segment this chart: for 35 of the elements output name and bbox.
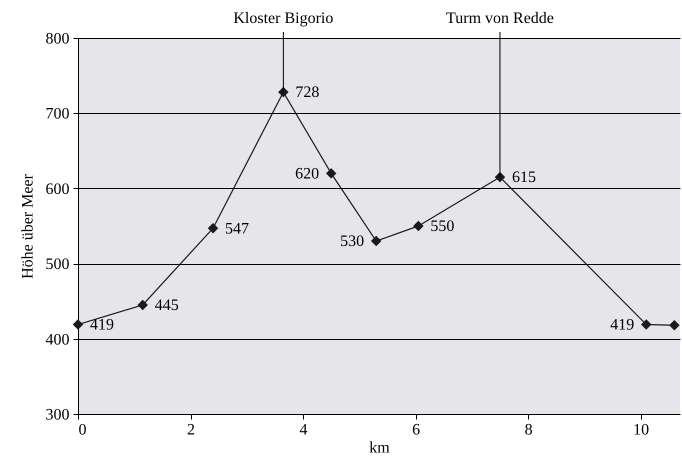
point <box>326 168 336 179</box>
y-tick-label: 300 <box>46 406 70 424</box>
point <box>370 236 382 246</box>
annotation: Kloster Bigorio <box>233 10 334 27</box>
x-tick-label: 0 <box>78 422 86 438</box>
x-tick-label: 4 <box>300 422 308 438</box>
point <box>413 220 424 232</box>
point <box>72 319 84 330</box>
data-label: 419 <box>610 316 634 334</box>
point <box>208 223 218 234</box>
y-axis-title: Höhe über Meer <box>20 173 36 279</box>
point <box>278 86 289 98</box>
data-label: 620 <box>295 165 320 182</box>
point <box>494 172 506 182</box>
data-label: 445 <box>154 296 179 314</box>
data-label: 550 <box>430 218 454 235</box>
data-label: 419 <box>90 316 114 334</box>
point <box>641 319 652 330</box>
annotation: Turm von Redde <box>446 10 554 27</box>
x-tick-label: 2 <box>187 422 196 438</box>
x-tick-label: 6 <box>412 422 420 438</box>
x-tick-label: 10 <box>633 422 650 438</box>
x-tick-label: 8 <box>524 422 533 438</box>
y-tick-label: 600 <box>46 180 70 198</box>
y-tick-label: 700 <box>46 106 70 123</box>
point <box>137 300 148 310</box>
point <box>669 320 680 331</box>
data-label: 547 <box>225 220 250 238</box>
y-tick-label: 800 <box>46 30 70 48</box>
data-label: 530 <box>340 233 364 250</box>
data-label: 728 <box>295 84 320 102</box>
y-tick-label: 500 <box>46 256 70 274</box>
x-axis-title: km <box>369 440 390 456</box>
y-tick-label: 400 <box>46 331 70 348</box>
data-label: 615 <box>512 169 536 186</box>
